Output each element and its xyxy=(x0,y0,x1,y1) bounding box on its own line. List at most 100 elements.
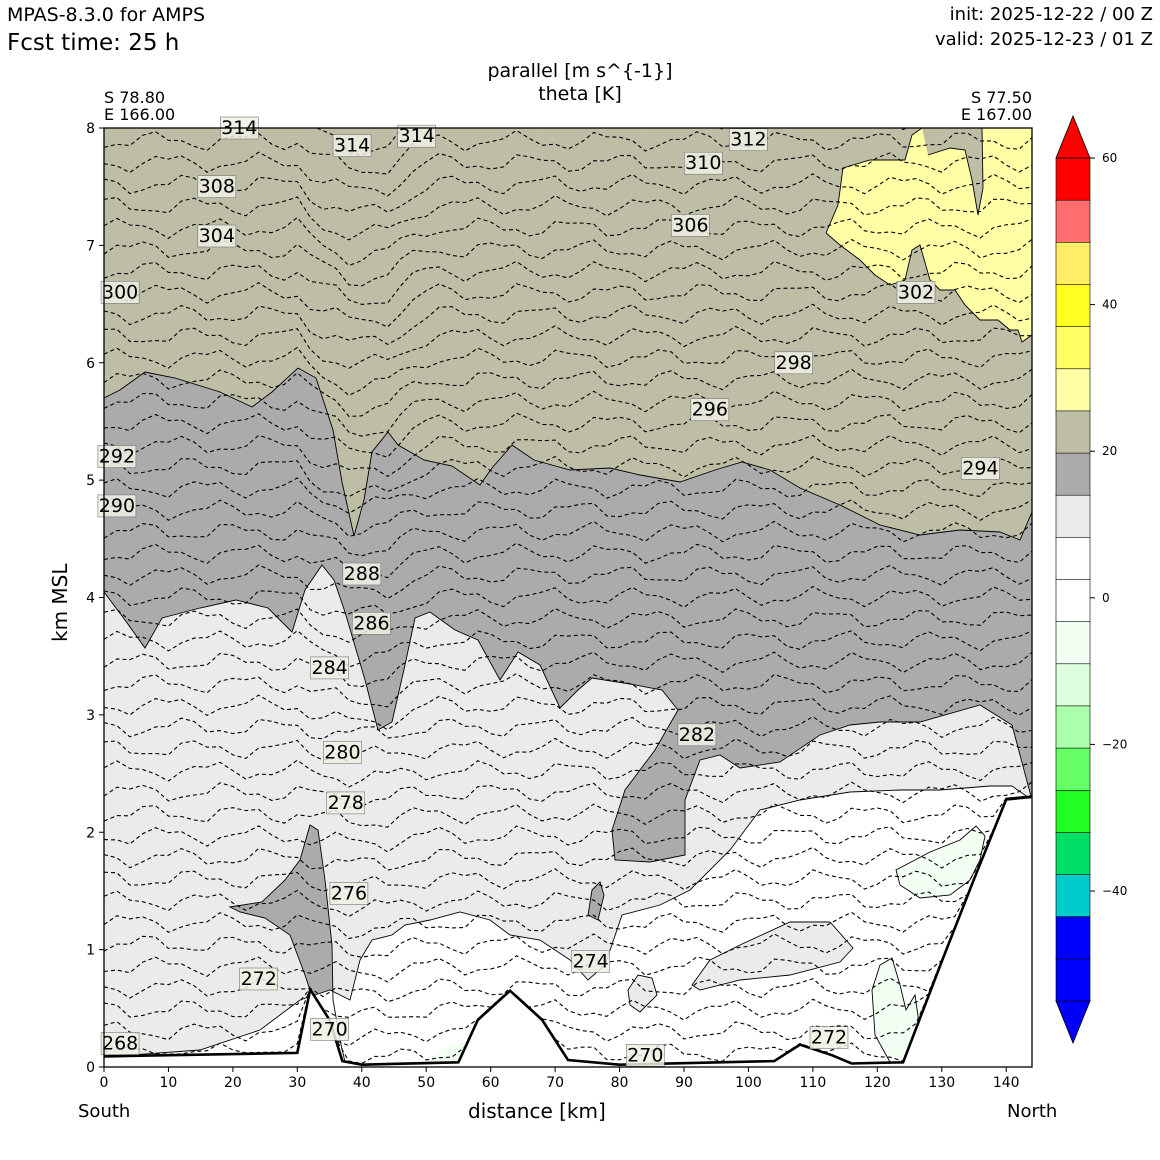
wind-fill-10-blob-2 xyxy=(628,975,657,1012)
theta-label: 278 xyxy=(326,791,366,815)
theta-label: 274 xyxy=(571,950,610,973)
theta-label-box xyxy=(342,562,382,586)
theta-label-text: 296 xyxy=(692,399,728,421)
theta-label-box xyxy=(809,1026,849,1049)
init-time: init: 2025-12-22 / 00 Z xyxy=(949,4,1153,25)
colorbar-bin xyxy=(1055,958,1091,1002)
colorbar-tick-label: −40 xyxy=(1102,884,1127,898)
wind-fill-neg10-2 xyxy=(872,958,920,1062)
x-tick-label: 50 xyxy=(417,1075,435,1091)
theta-label-text: 288 xyxy=(344,563,380,585)
theta-label-text: 276 xyxy=(331,882,367,904)
x-tick-label: 70 xyxy=(546,1075,564,1091)
theta-label-text: 272 xyxy=(811,1027,847,1049)
theta-label-text: 286 xyxy=(353,612,389,634)
theta-label: 268 xyxy=(100,1032,140,1055)
wind-contour-10 xyxy=(104,564,1032,863)
theta-label: 300 xyxy=(100,280,140,304)
theta-label: 280 xyxy=(323,741,362,764)
x-axis-title: distance [km] xyxy=(468,1099,606,1123)
theta-label-box xyxy=(961,457,1000,480)
colorbar-extend-top xyxy=(1055,114,1091,159)
chart-title: parallel [m s^{-1}] theta [K] xyxy=(0,60,1160,106)
theta-label-box xyxy=(896,280,936,304)
colorbar-bin xyxy=(1055,621,1091,665)
colorbar-tick-label: 40 xyxy=(1102,298,1117,312)
theta-label-box xyxy=(197,224,237,248)
end-lon: E 167.00 xyxy=(960,105,1032,124)
theta-label-text: 268 xyxy=(102,1033,138,1055)
y-tick-label: 0 xyxy=(86,1060,95,1076)
theta-label: 298 xyxy=(774,351,813,375)
theta-label-box xyxy=(397,124,436,148)
y-axis-title: km MSL xyxy=(48,563,72,642)
colorbar-extend-bottom xyxy=(1055,1000,1091,1045)
colorbar-bin xyxy=(1055,157,1091,201)
colorbar-bin xyxy=(1055,494,1091,539)
theta-label-text: 312 xyxy=(730,129,766,151)
start-lon: E 166.00 xyxy=(104,105,176,124)
theta-label-text: 310 xyxy=(685,152,721,174)
theta-label: 304 xyxy=(197,224,237,248)
theta-label-box xyxy=(326,791,366,815)
theta-label: 276 xyxy=(329,881,369,905)
north-label: North xyxy=(1007,1101,1058,1122)
theta-label-box xyxy=(571,950,610,973)
theta-label: 302 xyxy=(896,280,936,304)
colorbar-tick-label: 20 xyxy=(1102,444,1117,458)
theta-label-box xyxy=(100,1032,140,1055)
x-tick-label: 60 xyxy=(482,1075,500,1091)
wind-fill-25 xyxy=(826,128,1032,342)
wind-contour-blob-6 xyxy=(587,881,605,921)
colorbar-bin xyxy=(1055,326,1091,370)
theta-label-text: 308 xyxy=(199,176,235,198)
theta-contour-lines xyxy=(104,128,1032,1065)
y-tick-label: 3 xyxy=(86,708,95,724)
theta-label: 308 xyxy=(197,175,237,198)
south-label: South xyxy=(78,1101,131,1122)
y-tick-label: 7 xyxy=(86,238,95,254)
wind-contour-blob-5 xyxy=(871,957,921,1063)
theta-label: 314 xyxy=(332,134,372,157)
theta-label: 270 xyxy=(310,1018,349,1041)
theta-label: 312 xyxy=(729,128,768,151)
theta-label-box xyxy=(625,1044,665,1067)
theta-label: 288 xyxy=(342,562,382,586)
wind-fill-0 xyxy=(104,786,1032,1067)
colorbar-tick-label: −20 xyxy=(1102,737,1127,751)
end-lat: S 77.50 xyxy=(970,88,1032,107)
theta-label: 296 xyxy=(690,398,730,422)
chart-title-line-2: theta [K] xyxy=(538,83,622,105)
x-tick-label: 80 xyxy=(611,1075,629,1091)
theta-label-box xyxy=(352,611,391,635)
colorbar: 60 40 20 0 −20 −40 xyxy=(1055,114,1127,1045)
colorbar-bin xyxy=(1055,916,1091,960)
x-axis-ticks: 0 10 20 30 40 50 60 70 80 90 100 110 120 130 140 xyxy=(100,1067,1020,1091)
theta-label: 272 xyxy=(809,1026,849,1049)
theta-label-text: 314 xyxy=(334,135,370,157)
x-tick-label: 40 xyxy=(353,1075,371,1091)
theta-dashed-lines xyxy=(104,128,1032,1065)
y-tick-label: 8 xyxy=(86,121,95,137)
start-lat: S 78.80 xyxy=(104,88,166,107)
y-tick-label: 5 xyxy=(86,473,95,489)
theta-label-box xyxy=(671,214,710,237)
colorbar-bin xyxy=(1055,199,1091,244)
colorbar-bin xyxy=(1055,410,1091,454)
theta-label-text: 302 xyxy=(898,281,934,303)
theta-label-box xyxy=(97,445,137,468)
x-tick-label: 20 xyxy=(224,1075,242,1091)
colorbar-bin xyxy=(1055,874,1091,918)
theta-label-box xyxy=(323,741,362,764)
colorbar-bin xyxy=(1055,452,1091,497)
theta-label-box xyxy=(729,128,768,151)
x-tick-label: 110 xyxy=(800,1075,827,1091)
theta-label-box xyxy=(329,881,369,905)
y-tick-label: 2 xyxy=(86,825,95,841)
theta-label: 286 xyxy=(352,611,391,635)
x-tick-label: 140 xyxy=(993,1075,1020,1091)
wind-contour-blob-3 xyxy=(627,974,658,1013)
wind-contour-blob-2 xyxy=(691,921,854,991)
theta-label-text: 270 xyxy=(311,1018,347,1040)
